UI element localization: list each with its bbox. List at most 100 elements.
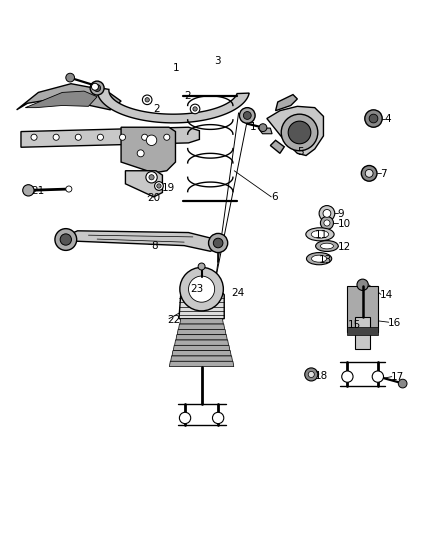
Text: 3: 3	[215, 56, 221, 66]
Circle shape	[90, 81, 104, 95]
Circle shape	[324, 220, 330, 226]
Circle shape	[357, 279, 368, 290]
Text: 1: 1	[173, 63, 180, 74]
Circle shape	[365, 110, 382, 127]
Circle shape	[55, 229, 77, 251]
Circle shape	[149, 175, 154, 180]
Circle shape	[342, 371, 353, 382]
Text: 2: 2	[154, 104, 160, 114]
Text: 1: 1	[250, 122, 256, 132]
Polygon shape	[173, 345, 230, 351]
Text: 9: 9	[337, 209, 344, 219]
Circle shape	[244, 111, 251, 119]
Text: 12: 12	[337, 242, 351, 252]
Polygon shape	[175, 340, 229, 345]
Polygon shape	[270, 140, 284, 154]
Text: 14: 14	[380, 290, 393, 300]
Circle shape	[155, 182, 163, 190]
Text: 18: 18	[315, 371, 328, 381]
Circle shape	[193, 107, 197, 111]
Circle shape	[164, 134, 170, 140]
Circle shape	[369, 114, 378, 123]
Ellipse shape	[316, 240, 338, 252]
Circle shape	[146, 172, 157, 183]
Circle shape	[141, 134, 148, 140]
Circle shape	[213, 238, 223, 248]
Circle shape	[365, 169, 373, 177]
Text: 19: 19	[162, 183, 175, 193]
Polygon shape	[121, 127, 176, 173]
Ellipse shape	[306, 228, 334, 241]
Text: 20: 20	[147, 193, 160, 203]
Polygon shape	[180, 319, 223, 324]
Polygon shape	[172, 351, 231, 356]
Circle shape	[208, 233, 228, 253]
Text: 6: 6	[271, 192, 278, 202]
Ellipse shape	[307, 253, 332, 265]
Polygon shape	[267, 107, 323, 156]
Circle shape	[66, 186, 72, 192]
Circle shape	[305, 368, 318, 381]
Circle shape	[157, 184, 161, 188]
Polygon shape	[176, 335, 227, 340]
Circle shape	[198, 263, 205, 270]
Circle shape	[288, 121, 311, 144]
Text: 11: 11	[315, 230, 328, 240]
Circle shape	[281, 114, 318, 151]
Text: 2: 2	[184, 91, 191, 101]
Text: 23: 23	[191, 284, 204, 294]
Text: 10: 10	[337, 219, 350, 229]
Polygon shape	[170, 361, 234, 367]
Circle shape	[53, 134, 59, 140]
Circle shape	[146, 135, 157, 146]
Circle shape	[308, 372, 314, 377]
Circle shape	[92, 83, 99, 90]
Bar	[355, 317, 371, 349]
Polygon shape	[179, 293, 224, 319]
Text: 17: 17	[391, 373, 404, 383]
Circle shape	[188, 276, 215, 302]
Polygon shape	[125, 171, 162, 197]
Circle shape	[323, 209, 331, 217]
Text: 8: 8	[152, 240, 158, 251]
Text: 4: 4	[385, 114, 391, 124]
Circle shape	[23, 184, 34, 196]
Circle shape	[66, 73, 74, 82]
Circle shape	[75, 134, 81, 140]
Circle shape	[321, 216, 333, 230]
Circle shape	[361, 166, 377, 181]
Circle shape	[319, 206, 335, 221]
Polygon shape	[62, 231, 223, 251]
Circle shape	[142, 95, 152, 104]
Text: 24: 24	[231, 288, 244, 297]
Polygon shape	[21, 127, 199, 147]
Circle shape	[120, 134, 126, 140]
Circle shape	[180, 413, 191, 424]
Polygon shape	[17, 84, 121, 110]
Circle shape	[180, 268, 223, 311]
Circle shape	[240, 108, 255, 123]
Ellipse shape	[311, 230, 328, 238]
Text: 22: 22	[168, 314, 181, 325]
Polygon shape	[25, 91, 97, 108]
Polygon shape	[177, 329, 226, 335]
Ellipse shape	[311, 255, 327, 262]
Bar	[347, 327, 378, 335]
Ellipse shape	[321, 243, 333, 249]
Circle shape	[398, 379, 407, 388]
Circle shape	[372, 371, 384, 382]
Text: 21: 21	[31, 186, 44, 196]
Polygon shape	[258, 128, 272, 134]
Circle shape	[137, 150, 144, 157]
Circle shape	[94, 85, 101, 92]
Polygon shape	[97, 87, 249, 123]
Polygon shape	[276, 94, 297, 111]
Circle shape	[259, 124, 267, 132]
Polygon shape	[179, 324, 225, 329]
Circle shape	[190, 104, 200, 114]
Text: 15: 15	[347, 320, 360, 330]
Text: 13: 13	[319, 255, 332, 265]
Circle shape	[31, 134, 37, 140]
Text: 7: 7	[380, 169, 387, 179]
Bar	[347, 286, 378, 332]
